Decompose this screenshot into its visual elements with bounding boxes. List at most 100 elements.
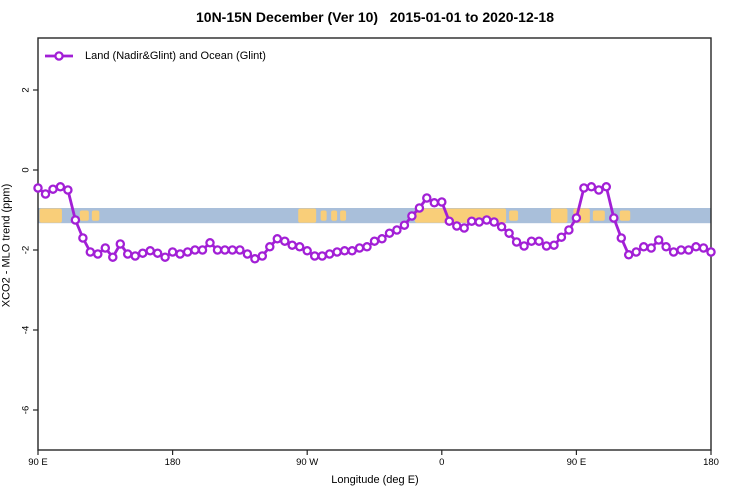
- data-point-marker: [466, 216, 477, 226]
- land-patch: [509, 210, 519, 221]
- data-point-marker: [452, 221, 462, 231]
- data-point-marker: [48, 184, 58, 194]
- data-point-marker: [197, 245, 208, 255]
- x-axis-title: Longitude (deg E): [331, 474, 419, 486]
- land-patch: [592, 210, 605, 221]
- data-point-marker: [481, 215, 492, 225]
- data-point-marker: [227, 245, 238, 255]
- data-point-marker: [85, 247, 96, 257]
- data-point-marker: [661, 242, 671, 252]
- data-point-marker: [691, 242, 701, 252]
- data-point-marker: [55, 182, 66, 192]
- data-point-marker: [115, 239, 126, 249]
- data-point-marker: [676, 245, 686, 255]
- data-point-marker: [93, 249, 103, 259]
- data-point-marker: [309, 251, 320, 261]
- plot-border: [37, 37, 712, 451]
- data-point-marker: [384, 228, 395, 238]
- data-point-marker: [160, 252, 170, 262]
- data-point-marker: [474, 217, 484, 227]
- land-patch: [550, 208, 568, 223]
- data-point-marker: [205, 238, 215, 248]
- legend-line-marker-icon: [45, 51, 73, 61]
- y-tick-label: -4: [21, 326, 32, 334]
- data-point-marker: [287, 240, 297, 250]
- data-point-marker: [257, 251, 268, 261]
- data-point-marker: [399, 220, 410, 230]
- data-point-marker: [541, 241, 552, 251]
- data-point-marker: [122, 249, 133, 259]
- data-point-marker: [280, 236, 290, 246]
- data-point-marker: [504, 228, 514, 238]
- y-tick-label: -6: [21, 406, 32, 414]
- data-point-marker: [594, 185, 604, 195]
- land-patch: [39, 208, 62, 223]
- data-point-marker: [152, 248, 163, 258]
- data-point-marker: [302, 246, 312, 256]
- x-tick-label: 180: [165, 457, 181, 468]
- x-tick-label: 0: [439, 457, 444, 468]
- data-point-marker: [130, 251, 140, 261]
- land-patch: [79, 210, 89, 221]
- x-tick-label: 180: [703, 457, 719, 468]
- data-point-marker: [407, 211, 417, 221]
- legend-circle: [54, 51, 64, 61]
- data-point-marker: [429, 198, 440, 208]
- chart-title: 10N-15N December (Ver 10) 2015-01-01 to …: [196, 9, 554, 25]
- data-point-marker: [586, 182, 597, 192]
- land-patch: [619, 210, 631, 221]
- data-point-marker: [167, 247, 178, 257]
- data-point-marker: [347, 246, 357, 256]
- data-point-marker: [294, 242, 305, 252]
- data-point-marker: [653, 235, 664, 245]
- data-point-marker: [212, 245, 223, 255]
- data-point-marker: [40, 189, 51, 199]
- data-point-marker: [646, 243, 656, 253]
- y-axis-title: XCO2 - MLO trend (ppm): [0, 183, 13, 308]
- land-patch: [331, 210, 338, 221]
- data-point-marker: [220, 245, 230, 255]
- data-point-marker: [526, 236, 537, 246]
- data-point-marker: [623, 250, 634, 260]
- data-point-marker: [616, 233, 627, 243]
- data-point-marker: [631, 247, 641, 257]
- data-point-marker: [339, 246, 350, 256]
- data-point-marker: [489, 217, 499, 227]
- data-point-marker: [698, 243, 709, 253]
- data-point-marker: [182, 247, 193, 257]
- data-point-marker: [332, 247, 342, 257]
- x-tick-label: 90 E: [567, 457, 587, 468]
- data-point-marker: [511, 237, 522, 247]
- data-point-marker: [100, 243, 111, 253]
- data-point-marker: [377, 234, 387, 244]
- data-point-marker: [496, 222, 507, 232]
- data-point-marker: [70, 215, 81, 225]
- data-point-marker: [137, 248, 148, 258]
- data-point-marker: [459, 223, 469, 233]
- data-point-marker: [579, 183, 589, 193]
- data-point-marker: [33, 183, 43, 193]
- ocean-band: [38, 208, 711, 224]
- data-point-marker: [63, 185, 73, 195]
- land-patch: [91, 210, 100, 221]
- data-point-marker: [683, 245, 694, 255]
- data-point-marker: [354, 243, 365, 253]
- data-point-marker: [556, 232, 567, 242]
- data-point-marker: [145, 246, 155, 256]
- data-point-marker: [437, 197, 447, 207]
- data-point-marker: [242, 249, 253, 259]
- data-point-marker: [265, 242, 275, 252]
- land-patch: [320, 210, 327, 221]
- data-point-marker: [108, 252, 118, 262]
- data-point-marker: [601, 182, 612, 192]
- legend: Land (Nadir&Glint) and Ocean (Glint): [44, 50, 266, 62]
- data-point-marker: [78, 233, 88, 243]
- data-point-marker: [564, 225, 574, 235]
- data-point-marker: [369, 236, 380, 246]
- data-point-marker: [324, 249, 335, 259]
- data-point-marker: [190, 245, 200, 255]
- data-point-marker: [668, 247, 679, 257]
- legend-label: Land (Nadir&Glint) and Ocean (Glint): [85, 50, 266, 62]
